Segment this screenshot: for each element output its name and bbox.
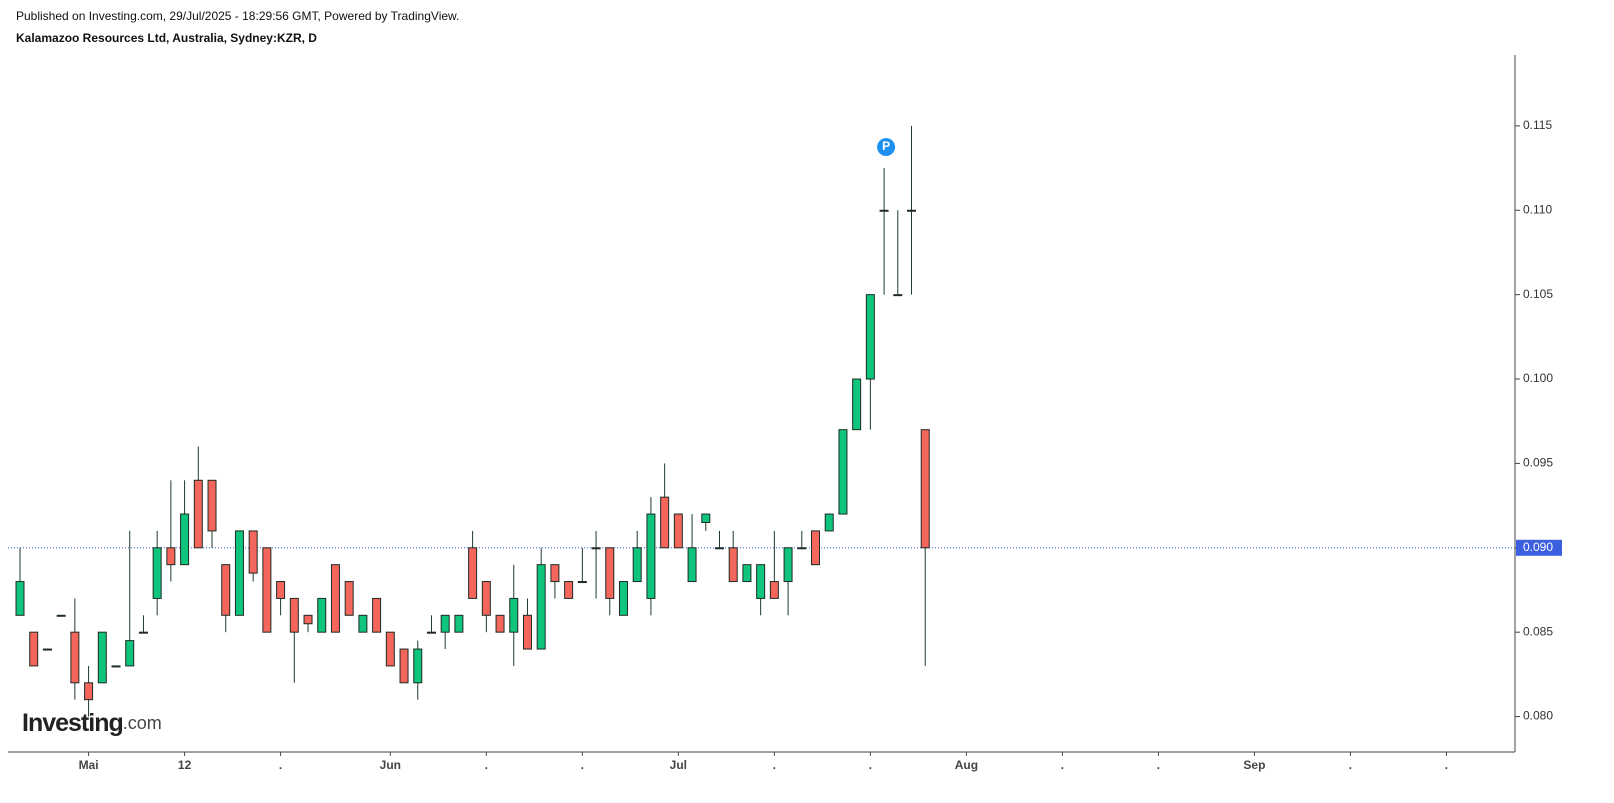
last-price-label: 0.090 xyxy=(1523,540,1553,554)
y-tick-label: 0.115 xyxy=(1523,118,1552,132)
candle-body xyxy=(138,631,148,634)
candle-body xyxy=(742,564,752,583)
candle-body xyxy=(605,547,615,599)
candle-body xyxy=(797,547,807,550)
candle-body xyxy=(15,581,25,616)
x-tick-label: Mai xyxy=(79,758,99,772)
candle-body xyxy=(509,597,519,633)
candle-body xyxy=(481,581,491,616)
candle-body xyxy=(97,631,107,684)
candle-body xyxy=(385,631,395,667)
candle-body xyxy=(468,547,478,599)
candle-body xyxy=(714,547,724,550)
candle-body xyxy=(838,429,848,515)
candle-body xyxy=(522,614,532,650)
candle-body xyxy=(879,209,889,212)
candle-body xyxy=(769,581,779,599)
candle-body xyxy=(454,614,464,633)
y-tick-label: 0.100 xyxy=(1523,371,1553,385)
candle-body xyxy=(550,564,560,583)
x-tick-label: Jul xyxy=(670,758,687,772)
candle-body xyxy=(42,648,52,651)
last-price-box xyxy=(1516,539,1562,556)
candle-body xyxy=(413,648,423,684)
candle-body xyxy=(276,581,286,599)
marker-label: P xyxy=(882,139,890,153)
candle-body xyxy=(564,581,574,599)
x-tick-label: . xyxy=(581,758,584,772)
candle-body xyxy=(701,513,711,523)
candle-body xyxy=(632,547,642,583)
watermark: Investing.com xyxy=(22,709,162,737)
watermark-main: Investing xyxy=(22,709,123,737)
x-tick-label: . xyxy=(869,758,872,772)
x-tick-label: Sep xyxy=(1243,758,1265,772)
candle-body xyxy=(111,665,121,668)
x-tick-label: . xyxy=(1157,758,1160,772)
candle-body xyxy=(29,631,39,667)
chart-title: Kalamazoo Resources Ltd, Australia, Sydn… xyxy=(16,31,317,45)
candle-body xyxy=(330,564,340,633)
candle-body xyxy=(728,547,738,583)
candle-body xyxy=(577,581,587,584)
candle-body xyxy=(783,547,793,583)
y-tick-label: 0.105 xyxy=(1523,287,1553,301)
candle-body xyxy=(399,648,409,684)
y-tick-label: 0.080 xyxy=(1523,709,1553,723)
candle-body xyxy=(193,479,203,549)
candle-body xyxy=(673,513,683,549)
marker-circle xyxy=(877,138,896,157)
candle-body xyxy=(495,614,505,633)
x-tick-label: Aug xyxy=(955,758,978,772)
candle-body xyxy=(289,597,299,633)
candle-body xyxy=(70,631,80,684)
candle-body xyxy=(907,209,917,212)
candle-body xyxy=(317,597,327,633)
x-tick-label: . xyxy=(279,758,282,772)
x-tick-label: 12 xyxy=(178,758,192,772)
candle-body xyxy=(618,581,628,616)
watermark-suffix: .com xyxy=(123,713,162,733)
candle-body xyxy=(152,547,162,599)
candle-body xyxy=(372,597,382,633)
candle-body xyxy=(824,513,834,532)
candle-body xyxy=(920,429,930,549)
candle-body xyxy=(234,530,244,616)
candle-body xyxy=(207,479,217,532)
candle-body xyxy=(56,614,66,617)
candle-body xyxy=(262,547,272,633)
candle-body xyxy=(687,547,697,583)
candle-body xyxy=(344,581,354,616)
candle-body xyxy=(248,530,258,574)
x-tick-label: . xyxy=(773,758,776,772)
candle-body xyxy=(646,513,656,599)
candle-body xyxy=(303,614,313,625)
x-tick-label: Jun xyxy=(380,758,401,772)
candle-body xyxy=(221,564,231,616)
publisher: Published on Investing.com, 29/Jul/2025 … xyxy=(16,9,459,23)
x-tick-label: . xyxy=(1061,758,1064,772)
candle-body xyxy=(84,682,94,701)
candle-body xyxy=(166,547,176,566)
x-tick-label: . xyxy=(1349,758,1352,772)
y-tick-label: 0.095 xyxy=(1523,456,1553,470)
candle-body xyxy=(852,378,862,431)
x-tick-label: . xyxy=(1445,758,1448,772)
candle-body xyxy=(811,530,821,566)
candle-body xyxy=(893,294,903,297)
candle-body xyxy=(440,614,450,633)
x-tick-label: . xyxy=(485,758,488,772)
candle-body xyxy=(536,564,546,650)
y-tick-label: 0.110 xyxy=(1523,202,1552,216)
candle-body xyxy=(125,640,135,667)
candle-body xyxy=(591,547,601,550)
y-tick-label: 0.085 xyxy=(1523,624,1553,638)
candle-body xyxy=(865,294,875,380)
candle-body xyxy=(358,614,368,633)
candle-body xyxy=(660,496,670,549)
candle-body xyxy=(426,631,436,634)
candle-body xyxy=(180,513,190,566)
candle-body xyxy=(756,564,766,599)
